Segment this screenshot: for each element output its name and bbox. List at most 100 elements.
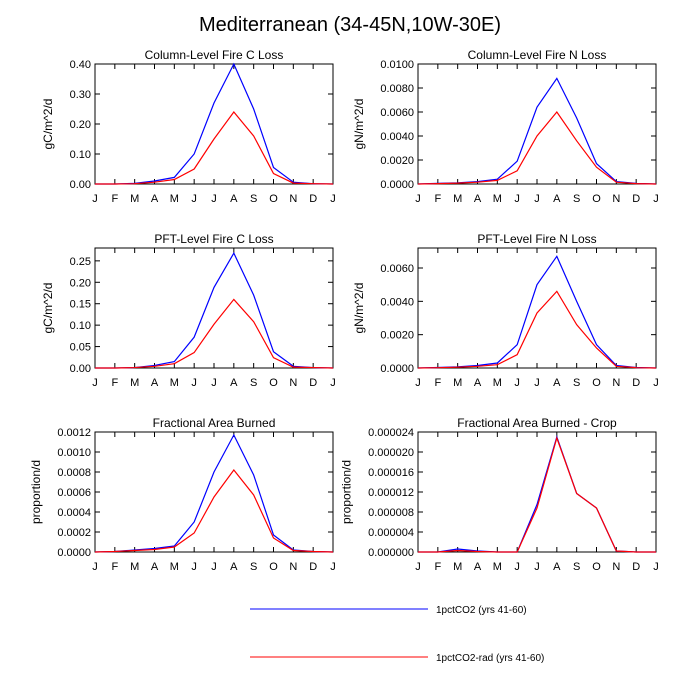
- panel-title: Fractional Area Burned - Crop: [457, 416, 617, 430]
- y-tick-label: 0.000008: [368, 507, 414, 519]
- y-tick-label: 0.0004: [57, 507, 91, 519]
- series-line-1pctco2-rad-yrs-41-60-: [94, 469, 334, 553]
- x-tick-label: J: [415, 377, 421, 389]
- x-tick-label: J: [415, 193, 421, 205]
- x-tick-label: F: [111, 193, 118, 205]
- y-tick-label: 0.15: [70, 299, 91, 311]
- panel-title: Column-Level Fire N Loss: [468, 48, 607, 62]
- x-tick-label: A: [230, 561, 238, 573]
- legend-label-1pctco2-rad: 1pctCO2-rad (yrs 41-60): [436, 653, 544, 664]
- x-tick-label: A: [230, 193, 238, 205]
- x-tick-label: M: [453, 377, 462, 389]
- x-tick-label: M: [130, 377, 139, 389]
- y-tick-label: 0.05: [70, 342, 91, 354]
- y-tick-label: 0.0006: [57, 487, 91, 499]
- x-tick-label: N: [612, 561, 620, 573]
- y-tick-label: 0.20: [70, 119, 91, 131]
- y-tick-label: 0.000012: [368, 487, 414, 499]
- panel-title: PFT-Level Fire C Loss: [154, 232, 273, 246]
- x-tick-label: F: [434, 193, 441, 205]
- x-tick-label: M: [170, 377, 179, 389]
- series-line-1pctco2-rad-yrs-41-60-: [95, 298, 334, 369]
- x-tick-label: S: [250, 377, 257, 389]
- x-tick-label: J: [514, 561, 520, 573]
- x-tick-label: S: [250, 561, 257, 573]
- series-line-1pctco2-rad-yrs-41-60-: [95, 111, 334, 185]
- x-tick-label: S: [573, 193, 580, 205]
- y-axis-label: gN/m^2/d: [352, 283, 366, 334]
- x-tick-label: J: [534, 193, 540, 205]
- plot-frame: [417, 431, 657, 553]
- plot-frame: [94, 247, 334, 369]
- legend-label-1pctco2: 1pctCO2 (yrs 41-60): [436, 605, 527, 616]
- plot-frame: [417, 247, 657, 369]
- y-tick-label: 0.0000: [380, 179, 414, 191]
- x-tick-label: J: [514, 377, 520, 389]
- x-tick-label: J: [92, 193, 98, 205]
- plot-frame: [417, 63, 657, 185]
- panel-title: Fractional Area Burned: [153, 416, 276, 430]
- x-tick-label: F: [434, 561, 441, 573]
- y-tick-label: 0.0040: [380, 296, 414, 308]
- x-tick-label: S: [573, 377, 580, 389]
- x-tick-label: D: [309, 377, 317, 389]
- panel-title: PFT-Level Fire N Loss: [477, 232, 596, 246]
- x-tick-label: J: [92, 377, 98, 389]
- x-tick-label: F: [111, 377, 118, 389]
- x-tick-label: S: [250, 193, 257, 205]
- x-tick-label: M: [493, 193, 502, 205]
- y-tick-label: 0.0100: [380, 59, 414, 71]
- x-tick-label: N: [612, 377, 620, 389]
- x-tick-label: J: [330, 561, 336, 573]
- y-tick-label: 0.0010: [57, 447, 91, 459]
- x-tick-label: O: [592, 377, 601, 389]
- legend: 1pctCO2 (yrs 41-60) 1pctCO2-rad (yrs 41-…: [250, 605, 544, 664]
- x-tick-label: D: [309, 561, 317, 573]
- y-tick-label: 0.0060: [380, 107, 414, 119]
- x-tick-label: A: [474, 377, 482, 389]
- x-tick-label: J: [92, 561, 98, 573]
- x-tick-label: N: [289, 193, 297, 205]
- x-tick-label: M: [493, 377, 502, 389]
- y-axis-label: proportion/d: [29, 460, 43, 524]
- x-tick-label: M: [453, 561, 462, 573]
- y-tick-label: 0.000004: [368, 527, 414, 539]
- x-tick-label: F: [111, 561, 118, 573]
- x-tick-label: J: [191, 561, 197, 573]
- x-tick-label: A: [474, 193, 482, 205]
- x-tick-label: J: [653, 377, 659, 389]
- series-line-1pctco2-rad-yrs-41-60-: [417, 111, 657, 185]
- x-tick-label: J: [653, 193, 659, 205]
- y-tick-label: 0.0060: [380, 263, 414, 275]
- x-tick-label: A: [474, 561, 482, 573]
- plot-frame: [94, 431, 334, 553]
- series-line-1pctco2-yrs-41-60-: [418, 435, 656, 553]
- x-tick-label: A: [151, 561, 159, 573]
- x-tick-label: A: [230, 377, 238, 389]
- y-tick-label: 0.40: [70, 59, 91, 71]
- y-tick-label: 0.20: [70, 277, 91, 289]
- x-tick-label: M: [130, 561, 139, 573]
- x-tick-label: M: [170, 193, 179, 205]
- x-tick-label: J: [330, 193, 336, 205]
- y-axis-label: proportion/d: [339, 460, 353, 524]
- y-axis-label: gC/m^2/d: [41, 99, 55, 150]
- x-tick-label: D: [632, 561, 640, 573]
- y-tick-label: 0.10: [70, 320, 91, 332]
- x-tick-label: D: [632, 193, 640, 205]
- y-tick-label: 0.000024: [368, 427, 414, 439]
- x-tick-label: M: [130, 193, 139, 205]
- panel-title: Column-Level Fire C Loss: [145, 48, 284, 62]
- x-tick-label: J: [653, 561, 659, 573]
- x-tick-label: N: [289, 377, 297, 389]
- series-line-1pctco2-rad-yrs-41-60-: [417, 290, 657, 369]
- y-tick-label: 0.0040: [380, 131, 414, 143]
- y-tick-label: 0.0000: [57, 547, 91, 559]
- x-tick-label: J: [211, 377, 217, 389]
